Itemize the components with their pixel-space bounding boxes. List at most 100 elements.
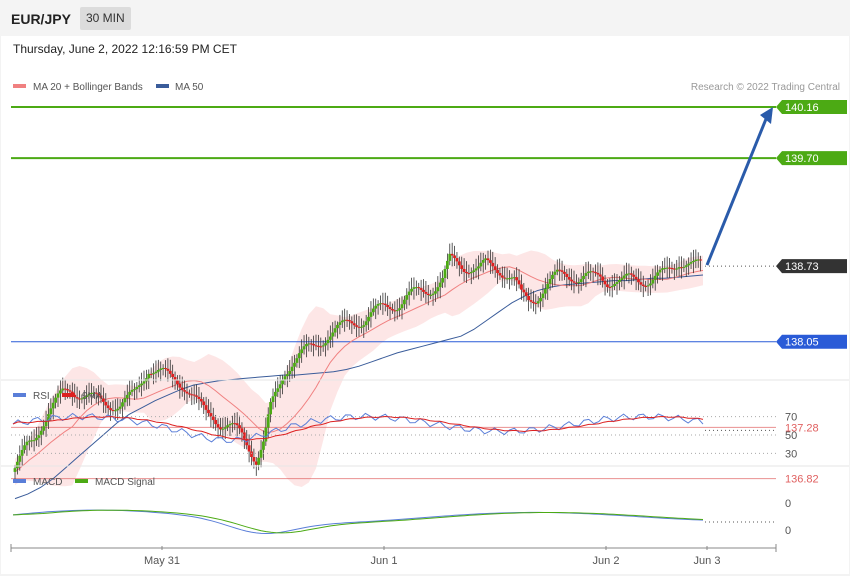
ma50-legend-label: MA 50 — [175, 82, 204, 93]
candle-body — [536, 301, 540, 304]
candle-body — [656, 272, 660, 276]
candle-body — [180, 387, 184, 391]
candle-body — [123, 398, 127, 403]
forecast-arrow-head — [760, 107, 773, 124]
candle-body — [176, 380, 179, 384]
macd-signal-legend-label: MACD Signal — [95, 477, 155, 488]
candle-body — [15, 461, 19, 469]
candle-body — [37, 434, 41, 438]
candle-body — [684, 265, 688, 267]
candle-body — [271, 396, 275, 403]
candle-body — [517, 280, 521, 285]
candle-body — [68, 390, 72, 392]
price-label: 139.70 — [785, 153, 819, 165]
candle-body — [338, 322, 342, 325]
price-tag-resistance — [776, 151, 847, 166]
candle-body — [185, 391, 189, 394]
candle-body — [539, 297, 542, 302]
candle-body — [500, 275, 504, 278]
candle-body — [128, 391, 132, 395]
candle-body — [448, 253, 452, 261]
price-tag-resistance — [776, 100, 847, 114]
candle-body — [49, 408, 53, 415]
candle-body — [211, 416, 215, 420]
macd-tick-label: 0 — [785, 525, 791, 537]
macd-signal-line — [12, 509, 704, 534]
candle-body — [414, 287, 418, 289]
rsi-ma-legend-label: 9MA — [82, 391, 103, 402]
candle-body — [359, 326, 363, 328]
candle-body — [106, 405, 110, 409]
candle-body — [27, 440, 31, 442]
candle-body — [692, 260, 695, 263]
x-tick-label: Jun 3 — [694, 555, 721, 567]
candle-body — [498, 273, 502, 276]
candle-body — [508, 278, 511, 280]
candle-body — [649, 283, 652, 286]
candle-body — [577, 282, 581, 284]
candle-body — [582, 275, 585, 280]
rsi-tick-label: 50 — [785, 430, 797, 442]
candle-body — [627, 273, 631, 275]
candle-body — [436, 287, 440, 292]
candle-body — [493, 266, 497, 270]
forecast-arrow-shaft — [705, 118, 768, 266]
bollinger-band-fill — [15, 250, 703, 487]
candle-body — [548, 279, 552, 284]
candle-body — [269, 402, 273, 415]
candle-body — [570, 279, 574, 282]
candle-body — [159, 368, 163, 370]
candle-body — [453, 255, 456, 259]
candle-body — [305, 344, 308, 347]
price-label: 138.05 — [785, 337, 819, 349]
candle-body — [584, 273, 588, 276]
candle-body — [386, 305, 390, 308]
candle-body — [644, 286, 648, 288]
candle-body — [682, 266, 686, 268]
ma50-line — [14, 274, 704, 500]
candle-body — [407, 291, 411, 296]
ma50-legend-swatch — [156, 84, 169, 88]
candle-body — [140, 383, 144, 386]
candle-body — [615, 282, 619, 284]
candle-body — [42, 426, 46, 431]
candle-body — [147, 373, 151, 379]
candle-body — [474, 268, 478, 271]
candle-body — [58, 390, 62, 394]
candle-body — [171, 373, 175, 378]
ma20-legend-swatch — [13, 84, 26, 88]
candle-body — [639, 282, 643, 285]
candle-body — [90, 392, 93, 394]
candle-body — [634, 276, 638, 280]
price-label: 140.16 — [785, 102, 819, 114]
price-label: 137.28 — [785, 422, 819, 434]
candle-body — [300, 349, 304, 354]
candle-body — [80, 398, 84, 400]
candle-body — [264, 427, 268, 442]
candle-body — [357, 326, 361, 328]
x-tick-label: Jun 2 — [593, 555, 620, 567]
candle-body — [197, 396, 201, 399]
candle-body — [133, 389, 136, 391]
x-axis: May 31 Jun 1 Jun 2 Jun 3 — [10, 544, 777, 567]
candle-body — [653, 275, 657, 280]
candle-body — [560, 270, 564, 272]
timestamp: Thursday, June 2, 2022 12:16:59 PM CET — [13, 42, 237, 56]
candle-body — [99, 395, 103, 399]
candle-body — [111, 409, 115, 411]
candle-body — [266, 414, 270, 428]
candle-body — [457, 261, 461, 266]
ma20-line — [14, 266, 704, 473]
timeframe-button[interactable]: 30 MIN — [80, 7, 131, 30]
candle-body — [613, 283, 617, 287]
ma20-legend-label: MA 20 + Bollinger Bands — [33, 82, 143, 93]
candle-body — [505, 278, 509, 280]
candle-body — [118, 406, 122, 409]
candle-body — [293, 362, 296, 367]
candle-body — [670, 267, 674, 269]
candle-body — [312, 343, 316, 346]
candle-body — [675, 268, 679, 270]
candle-body — [405, 295, 409, 300]
candle-body — [207, 409, 210, 414]
